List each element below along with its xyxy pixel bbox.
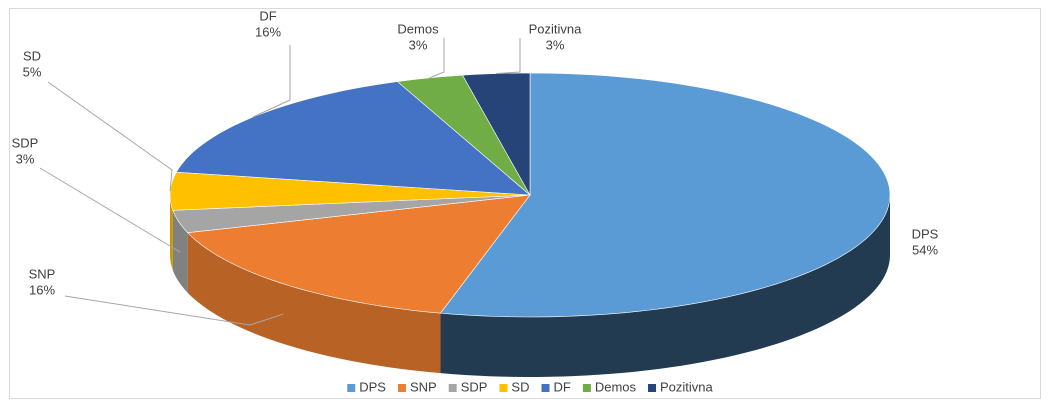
legend-swatch: [648, 384, 657, 392]
data-label-name: DPS: [912, 226, 939, 241]
data-label-value: 54%: [912, 242, 938, 257]
legend-swatch: [541, 384, 550, 392]
slice-side: [170, 195, 173, 271]
slice-side: [187, 232, 441, 374]
leader-line: [47, 81, 173, 192]
leader-line: [429, 38, 445, 79]
slice-side: [172, 210, 188, 293]
slice: [172, 194, 531, 234]
legend: DPS SNP SDP SD DF Demos Pozitivna: [347, 379, 714, 394]
data-label-name: Demos: [397, 21, 439, 36]
legend-label: DPS: [359, 379, 386, 394]
data-label-value: 3%: [409, 37, 428, 52]
data-label-value: 3%: [16, 151, 35, 166]
data-label-value: 5%: [23, 64, 42, 79]
legend-swatch: [448, 384, 457, 392]
legend-label: SD: [511, 379, 529, 394]
legend-label: DF: [553, 379, 570, 394]
leader-line: [39, 167, 181, 253]
slice: [186, 194, 531, 314]
data-label-name: SDP: [12, 135, 39, 150]
legend-label: SNP: [410, 379, 437, 394]
data-label-name: SNP: [29, 266, 56, 281]
slice-side: [440, 195, 890, 377]
leader-line: [64, 295, 284, 326]
legend-label: Pozitivna: [660, 379, 714, 394]
legend-label: SDP: [461, 379, 488, 394]
data-label-name: SD: [23, 48, 41, 63]
legend-swatch: [397, 384, 406, 392]
leader-line: [496, 38, 521, 75]
legend-label: Demos: [595, 379, 637, 394]
data-label-value: 16%: [255, 24, 281, 39]
data-label-name: Pozitivna: [529, 21, 583, 36]
data-label-value: 16%: [29, 282, 55, 297]
leader-line: [252, 45, 291, 118]
legend-swatch: [582, 384, 591, 392]
legend-swatch: [347, 384, 356, 392]
data-label-name: DF: [259, 8, 276, 23]
slice: [396, 74, 531, 196]
legend-swatch: [499, 384, 508, 392]
slice: [462, 72, 531, 197]
data-label-value: 3%: [546, 37, 565, 52]
slice: [439, 72, 891, 318]
